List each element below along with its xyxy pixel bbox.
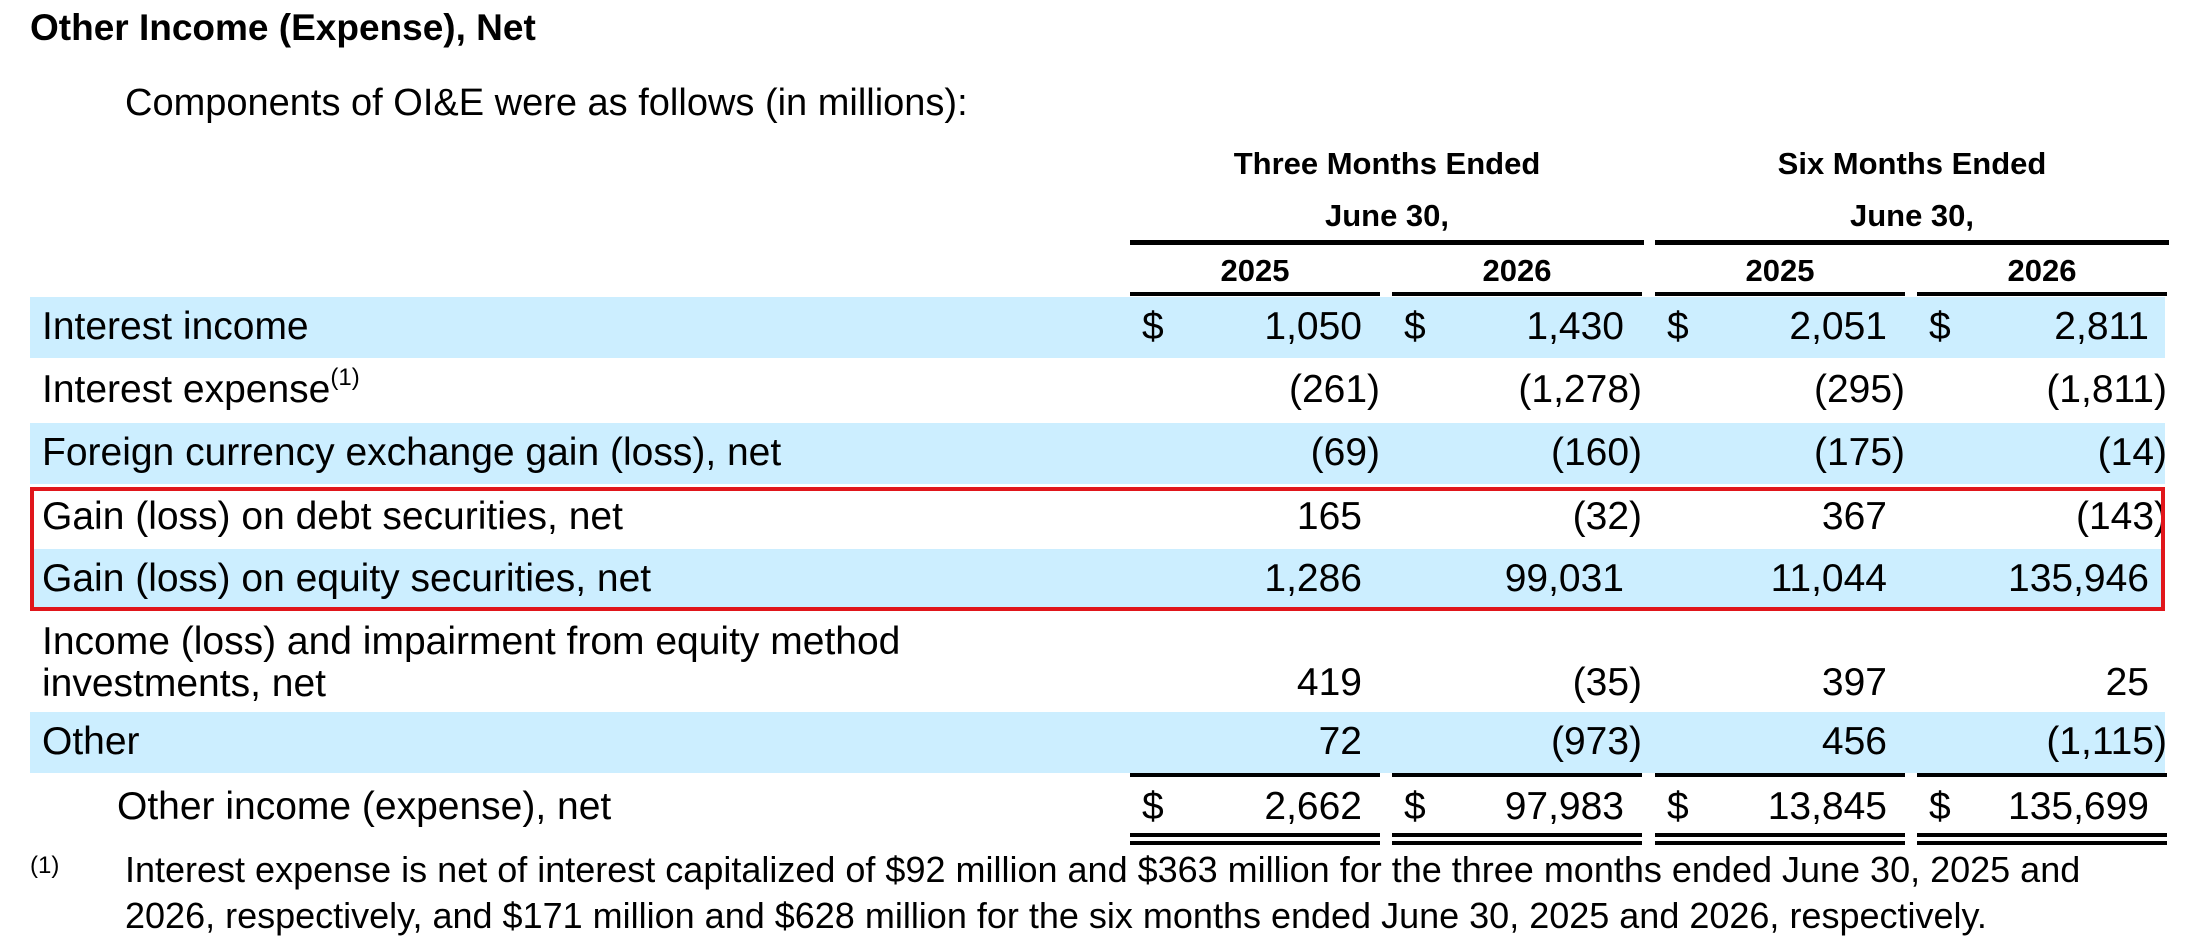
- column-group-three-months: Three Months Ended June 30,: [1130, 145, 1644, 235]
- group-heading-line1: Three Months Ended: [1233, 146, 1541, 181]
- currency-symbol: $: [1142, 785, 1164, 828]
- currency-symbol: $: [1667, 305, 1689, 348]
- column-rule: [1917, 292, 2167, 296]
- value-six-2026: 135,946: [2008, 557, 2149, 600]
- value-three-2026: (973): [1550, 720, 1642, 763]
- footnote-marker: (1): [30, 852, 60, 879]
- subtotal-rule: [1392, 773, 1642, 777]
- double-rule-bottom: [1917, 841, 2167, 845]
- section-title: Other Income (Expense), Net: [30, 7, 536, 48]
- table-row-debt-securities: Gain (loss) on debt securities, net: [30, 487, 2165, 549]
- value-six-2025: 397: [1821, 661, 1887, 704]
- year-header-six-2026: 2026: [2007, 253, 2077, 288]
- value-three-2025: 165: [1296, 495, 1362, 538]
- value-three-2025: (69): [1310, 431, 1380, 474]
- table-row-interest-income: Interest income: [30, 297, 2165, 358]
- value-three-2026: (1,278): [1518, 368, 1642, 411]
- subtotal-rule: [1655, 773, 1905, 777]
- value-three-2026: 99,031: [1504, 557, 1624, 600]
- value-three-2025: (261): [1288, 368, 1380, 411]
- row-label: Gain (loss) on debt securities, net: [42, 495, 623, 538]
- group-heading-line1: Six Months Ended: [1777, 146, 2047, 181]
- total-three-2026: 97,983: [1504, 785, 1624, 828]
- row-label: Gain (loss) on equity securities, net: [42, 557, 652, 600]
- currency-symbol: $: [1929, 785, 1951, 828]
- currency-symbol: $: [1667, 785, 1689, 828]
- group-rule-three-months: [1130, 240, 1644, 245]
- value-three-2025: 1,050: [1264, 305, 1362, 348]
- value-six-2026: 25: [2105, 661, 2149, 704]
- subtotal-rule: [1130, 773, 1380, 777]
- intro-text: Components of OI&E were as follows (in m…: [125, 82, 968, 124]
- double-rule-top: [1130, 833, 1380, 837]
- value-three-2026: (160): [1550, 431, 1642, 474]
- value-three-2026: (35): [1572, 661, 1642, 704]
- total-six-2025: 13,845: [1767, 785, 1887, 828]
- highlight-box: [30, 487, 2165, 611]
- value-six-2026: (1,115): [2046, 720, 2167, 763]
- row-label: Interest income: [42, 305, 309, 348]
- table-row-equity-securities: Gain (loss) on equity securities, net: [30, 549, 2165, 611]
- year-header-six-2025: 2025: [1745, 253, 1815, 288]
- currency-symbol: $: [1404, 305, 1426, 348]
- row-label: Income (loss) and impairment from equity…: [42, 620, 901, 705]
- group-heading-line2: June 30,: [1324, 198, 1450, 233]
- row-label-text: Interest expense: [42, 368, 331, 411]
- currency-symbol: $: [1404, 785, 1426, 828]
- value-three-2026: (32): [1572, 495, 1642, 538]
- column-rule: [1655, 292, 1905, 296]
- subtotal-rule: [1917, 773, 2167, 777]
- value-three-2025: 419: [1296, 661, 1362, 704]
- column-rule: [1392, 292, 1642, 296]
- footnote-reference: (1): [330, 364, 360, 391]
- value-three-2026: 1,430: [1526, 305, 1624, 348]
- value-six-2025: 367: [1821, 495, 1887, 538]
- value-six-2025: (175): [1813, 431, 1905, 474]
- value-six-2025: 456: [1821, 720, 1887, 763]
- value-six-2026: 2,811: [2054, 305, 2149, 348]
- double-rule-bottom: [1655, 841, 1905, 845]
- value-six-2025: (295): [1813, 368, 1905, 411]
- double-rule-bottom: [1130, 841, 1380, 845]
- double-rule-top: [1917, 833, 2167, 837]
- total-three-2025: 2,662: [1264, 785, 1362, 828]
- table-row-total: Other income (expense), net: [30, 779, 2165, 837]
- table-row-interest-expense: Interest expense(1): [30, 360, 2165, 422]
- double-rule-top: [1392, 833, 1642, 837]
- table-row-foreign-currency: Foreign currency exchange gain (loss), n…: [30, 423, 2165, 484]
- currency-symbol: $: [1142, 305, 1164, 348]
- group-heading-line2: June 30,: [1849, 198, 1975, 233]
- column-rule: [1130, 292, 1380, 296]
- group-rule-six-months: [1655, 240, 2169, 245]
- year-header-three-2026: 2026: [1482, 253, 1552, 288]
- value-six-2026: (143): [2075, 495, 2167, 538]
- year-header-three-2025: 2025: [1220, 253, 1290, 288]
- row-label: Other: [42, 720, 140, 763]
- value-six-2026: (1,811): [2046, 368, 2167, 411]
- total-label: Other income (expense), net: [117, 785, 612, 828]
- value-three-2025: 1,286: [1264, 557, 1362, 600]
- value-six-2025: 11,044: [1770, 557, 1887, 600]
- total-six-2026: 135,699: [2008, 785, 2149, 828]
- value-six-2026: (14): [2097, 431, 2167, 474]
- row-label: Interest expense(1): [42, 364, 360, 412]
- row-label: Foreign currency exchange gain (loss), n…: [42, 431, 782, 474]
- table-row-other: Other: [30, 712, 2165, 773]
- table-row-equity-method: Income (loss) and impairment from equity…: [30, 615, 2165, 710]
- value-six-2025: 2,051: [1789, 305, 1887, 348]
- column-group-six-months: Six Months Ended June 30,: [1655, 145, 2169, 235]
- currency-symbol: $: [1929, 305, 1951, 348]
- double-rule-top: [1655, 833, 1905, 837]
- value-three-2025: 72: [1318, 720, 1362, 763]
- footnote-text: Interest expense is net of interest capi…: [125, 849, 2081, 936]
- double-rule-bottom: [1392, 841, 1642, 845]
